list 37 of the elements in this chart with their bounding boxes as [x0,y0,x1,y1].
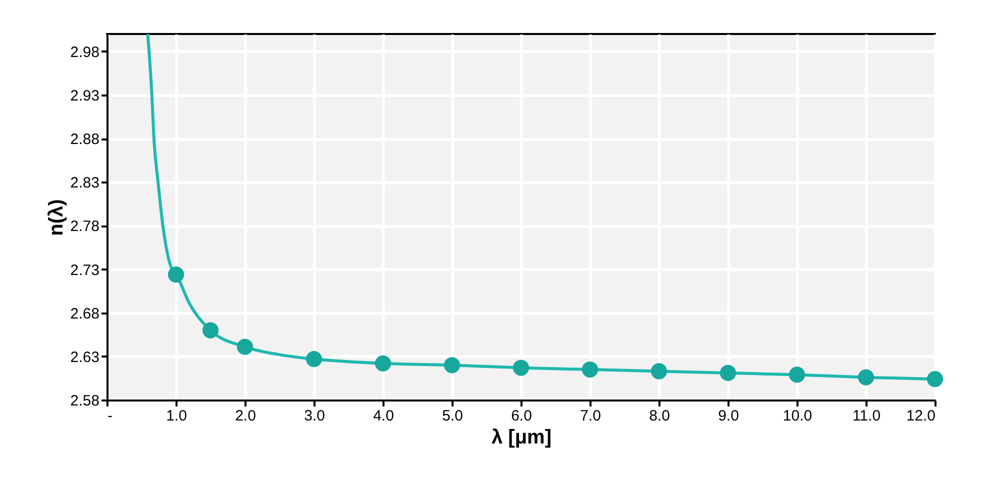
y-tick-label: 2.88 [70,131,100,148]
point [720,364,736,382]
x-tick-label: 12.0 [906,408,936,424]
x-tick-label: 11.0 [852,408,881,424]
x-tick-label: 4.0 [373,408,394,424]
point [444,357,460,374]
x-axis-title: λ [μm] [491,426,552,448]
x-tick-label: - [108,408,112,424]
point [512,360,530,376]
point [236,338,254,355]
x-tick-label: 1.0 [166,408,187,424]
y-tick-label: 2.83 [70,174,100,192]
x-tick-label: 2.0 [235,408,256,424]
y-tick-label: 2.63 [70,348,100,366]
point [202,322,219,338]
x-tick-label: 7.0 [580,408,601,424]
point [582,361,598,378]
point [858,369,874,386]
point [374,355,392,372]
y-tick-label: 2.98 [70,44,100,61]
point [168,266,184,283]
y-tick-label: 2.73 [70,262,100,279]
x-tick-label: 10.0 [782,408,812,424]
point [788,366,806,383]
y-tick-label: 2.58 [70,392,100,410]
x-tick-label: 9.0 [718,408,739,424]
x-tick-label: 3.0 [304,408,325,424]
point [650,363,668,380]
point [926,371,944,388]
point [306,350,322,368]
x-tick-label: 5.0 [442,408,463,424]
y-tick-label: 2.78 [70,218,100,236]
y-axis-title: n(λ) [45,199,68,236]
y-tick-label: 2.68 [70,305,100,322]
x-tick-label: 6.0 [511,408,532,424]
y-tick-label: 2.93 [70,88,100,104]
x-tick-label: 8.0 [649,408,670,424]
